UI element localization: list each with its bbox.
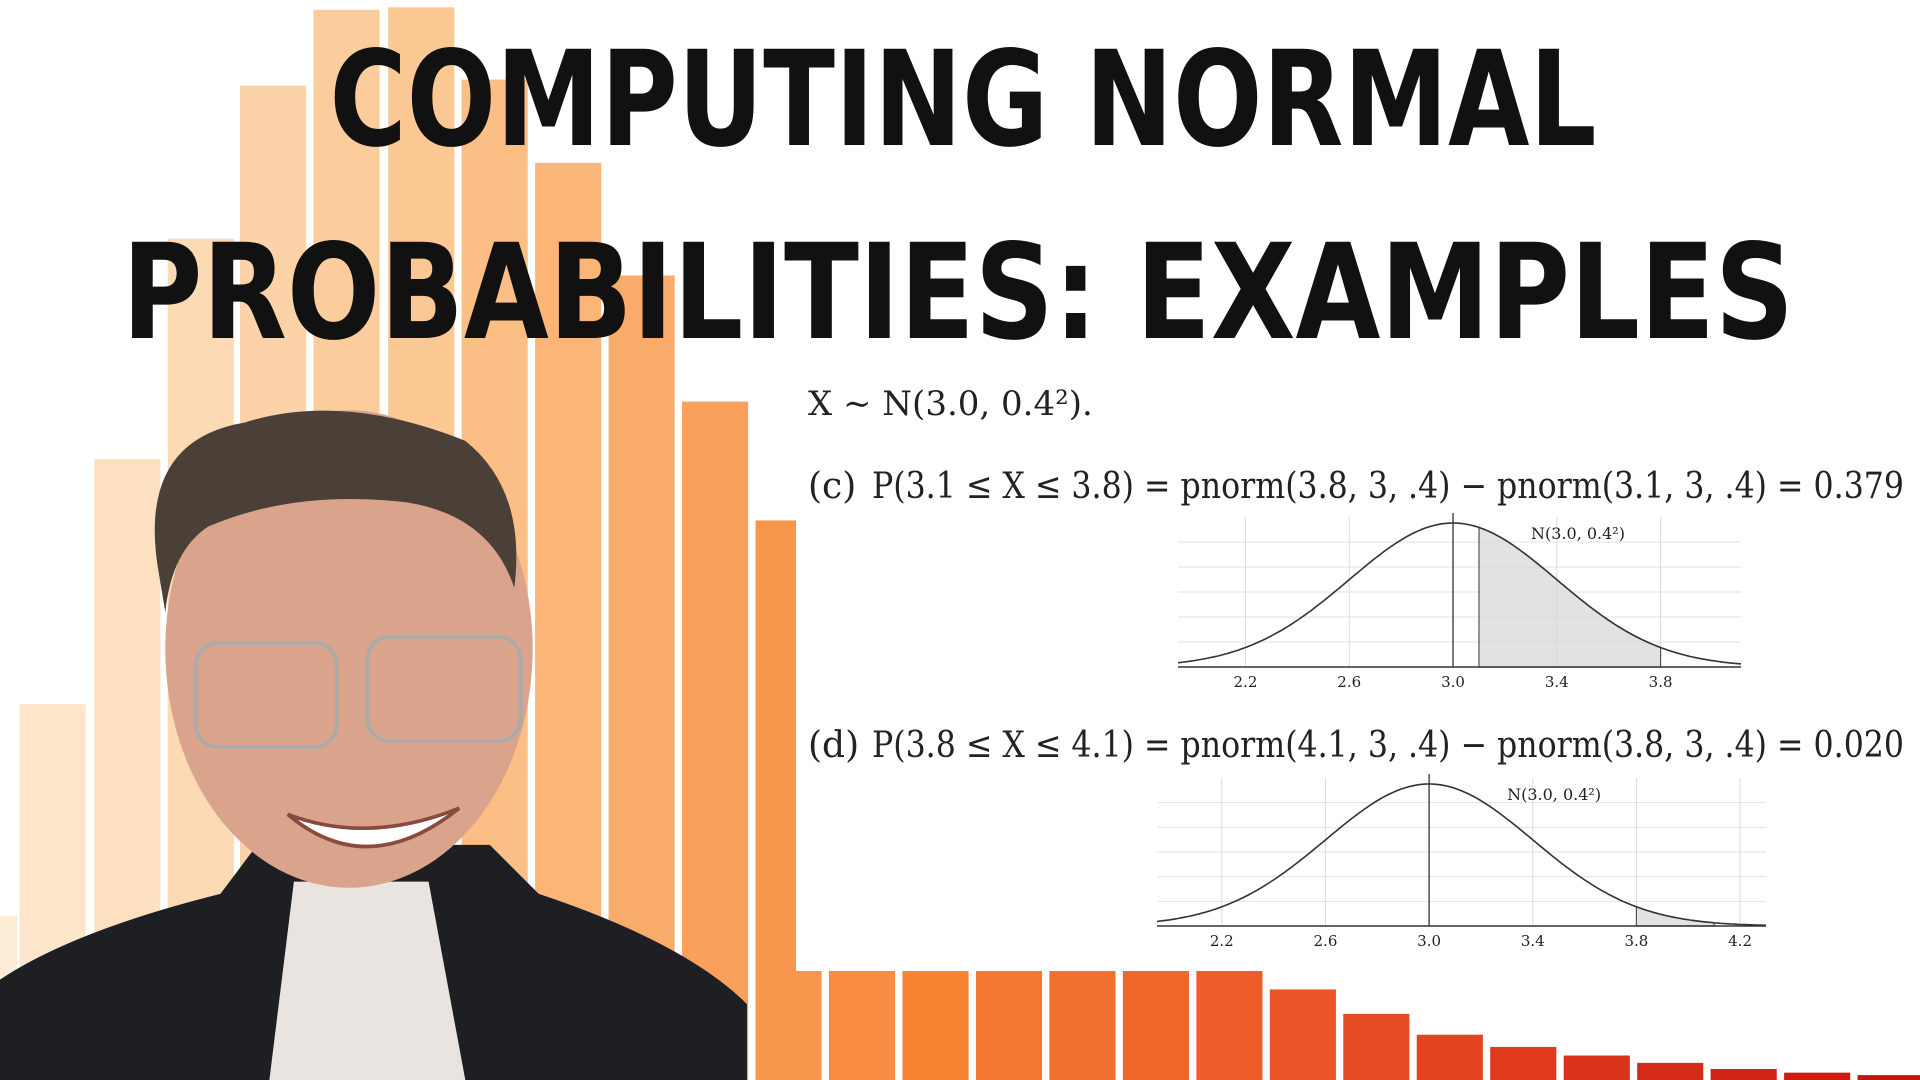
decor-bar xyxy=(902,971,969,1080)
face xyxy=(165,410,533,888)
example-expression: P(3.1 ≤ X ≤ 3.8) = pnorm(3.8, 3, .4) − p… xyxy=(872,466,1904,507)
example-expression: P(3.8 ≤ X ≤ 4.1) = pnorm(4.1, 3, .4) − p… xyxy=(872,725,1904,766)
decor-bar xyxy=(1416,1034,1483,1080)
decor-bar xyxy=(1563,1055,1630,1080)
x-tick-label: 2.2 xyxy=(1234,673,1258,691)
glasses-right xyxy=(365,634,523,743)
example-label: (c) xyxy=(808,466,856,507)
decor-bar xyxy=(1857,1075,1920,1080)
examples: (c) P(3.1 ≤ X ≤ 3.8) = pnorm(3.8, 3, .4) … xyxy=(808,466,1904,950)
x-tick-label: 2.6 xyxy=(1314,932,1338,950)
plot-label: N(3.0, 0.4²) xyxy=(1507,785,1601,804)
x-tick-label: 3.0 xyxy=(1417,932,1441,950)
x-tick-label: 4.2 xyxy=(1728,932,1752,950)
content-panel xyxy=(796,367,1920,971)
decor-bar xyxy=(1343,1013,1410,1080)
normal-plot: 2.2 2.6 3.0 3.4 3.8 4.2 N(3.0, 0.4²) xyxy=(1156,774,1767,950)
x-tick-label: 3.8 xyxy=(1649,673,1673,691)
x-tick-label: 3.4 xyxy=(1521,932,1545,950)
hair xyxy=(154,410,517,613)
title-line: COMPUTING NORMAL xyxy=(330,23,1597,177)
density-curve xyxy=(1156,783,1767,927)
decor-bar xyxy=(1784,1072,1851,1080)
example-label: (d) xyxy=(808,725,859,766)
plot-label: N(3.0, 0.4²) xyxy=(1531,524,1625,543)
decor-bar xyxy=(1637,1062,1704,1080)
decor-bar xyxy=(1196,971,1263,1080)
x-tick-label: 3.0 xyxy=(1441,673,1465,691)
presenter-photo xyxy=(0,410,747,1080)
decor-bar xyxy=(1269,989,1336,1080)
decor-bar xyxy=(1490,1046,1557,1080)
x-tick-label: 2.2 xyxy=(1210,932,1234,950)
decor-bar xyxy=(1710,1068,1777,1080)
title-line: PROBABILITIES: EXAMPLES xyxy=(122,216,1794,370)
normal-plot: 2.2 2.6 3.0 3.4 3.8 N(3.0, 0.4²) xyxy=(1177,513,1742,691)
x-tick-label: 3.8 xyxy=(1624,932,1648,950)
decor-bar xyxy=(828,971,896,1080)
decor-bar xyxy=(1122,971,1189,1080)
distribution: X ∼ N(3.0, 0.4²). xyxy=(808,384,1093,424)
decor-bar xyxy=(1049,971,1116,1080)
shirt xyxy=(269,881,466,1080)
glasses-left xyxy=(194,641,339,749)
density-curve xyxy=(1177,522,1742,665)
decor-bar xyxy=(975,971,1043,1080)
x-tick-label: 3.4 xyxy=(1545,673,1569,691)
x-tick-label: 2.6 xyxy=(1337,673,1361,691)
smile xyxy=(286,806,461,849)
